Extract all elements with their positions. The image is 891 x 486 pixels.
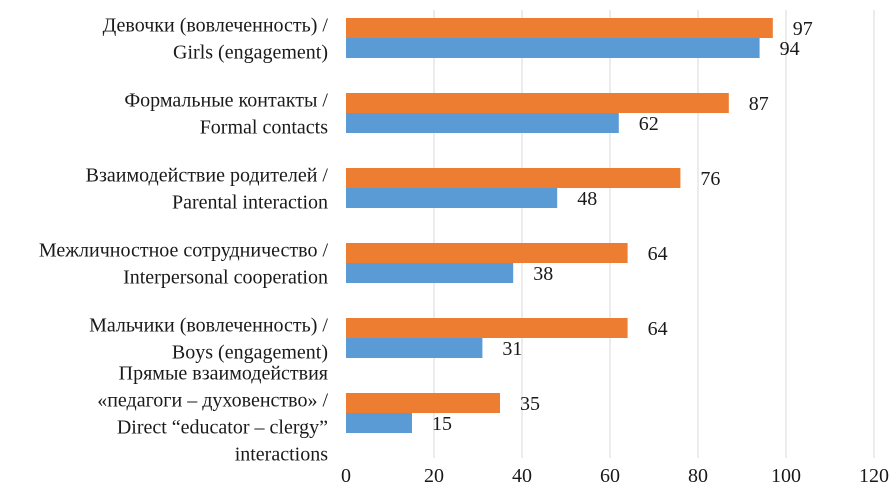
x-tick-label: 0 [341, 465, 351, 486]
x-tick-label: 40 [512, 465, 532, 486]
category-label-0: Девочки (вовлеченность) / Girls (engageme… [103, 15, 329, 64]
value-label: 31 [502, 338, 522, 360]
value-label: 15 [432, 413, 452, 435]
gridlines [433, 10, 875, 458]
category-label-1: Формальные контакты / Formal contacts [124, 90, 328, 139]
value-labels: 97 87 76 64 64 35 94 62 48 38 31 15 [432, 18, 813, 435]
value-label: 94 [780, 38, 800, 60]
category-label-line: Прямые взаимодействия [119, 363, 328, 385]
bar-series-orange-5 [346, 393, 500, 413]
bar-series-orange-3 [346, 243, 628, 263]
value-label: 97 [793, 18, 813, 40]
category-label-line: Parental interaction [172, 192, 328, 214]
x-tick-label: 20 [424, 465, 444, 486]
category-label-line: Girls (engagement) [173, 42, 328, 64]
x-tick-label: 60 [600, 465, 620, 486]
bar-series-blue-0 [346, 38, 760, 58]
value-label: 35 [520, 393, 540, 415]
bar-series-blue-5 [346, 413, 412, 433]
category-label-5: Прямые взаимодействия «педагоги – духовен… [97, 363, 328, 466]
bar-series-blue-1 [346, 113, 619, 133]
x-axis-ticks: 0 20 40 60 80 100 120 [341, 465, 889, 486]
value-label: 64 [648, 318, 668, 340]
bar-series-blue-4 [346, 338, 483, 358]
category-label-line: Формальные контакты / [124, 90, 328, 112]
value-label: 62 [639, 113, 659, 135]
category-label-line: Мальчики (вовлеченность) / [89, 315, 328, 337]
value-label: 38 [533, 263, 553, 285]
category-label-line: Взаимодействие родителей / [86, 165, 329, 187]
category-label-2: Взаимодействие родителей / Parental inter… [86, 165, 329, 214]
category-label-line: Interpersonal cooperation [123, 267, 328, 289]
x-tick-label: 80 [688, 465, 708, 486]
x-tick-label: 100 [771, 465, 801, 486]
bar-series-blue-2 [346, 188, 558, 208]
bar-series-blue-3 [346, 263, 514, 283]
category-label-line: Межличностное сотрудничество / [39, 240, 329, 262]
bar-series-orange-2 [346, 168, 681, 188]
category-labels: Девочки (вовлеченность) / Girls (engageme… [39, 15, 329, 466]
category-label-3: Межличностное сотрудничество / Interperso… [39, 240, 329, 289]
value-label: 64 [648, 243, 668, 265]
bar-series-orange-4 [346, 318, 628, 338]
value-label: 87 [749, 93, 769, 115]
value-label: 48 [577, 188, 597, 210]
bar-series-orange-1 [346, 93, 729, 113]
category-label-4: Мальчики (вовлеченность) / Boys (engageme… [89, 315, 328, 364]
value-label: 76 [700, 168, 720, 190]
bars [346, 18, 773, 433]
category-label-line: Direct “educator – clergy” [117, 417, 328, 439]
bar-series-orange-0 [346, 18, 773, 38]
category-label-line: Девочки (вовлеченность) / [103, 15, 329, 37]
category-label-line: Boys (engagement) [172, 342, 328, 364]
category-label-line: Formal contacts [200, 117, 329, 139]
category-label-line: interactions [235, 444, 329, 466]
category-label-line: «педагоги – духовенство» / [97, 390, 328, 412]
x-tick-label: 120 [859, 465, 889, 486]
